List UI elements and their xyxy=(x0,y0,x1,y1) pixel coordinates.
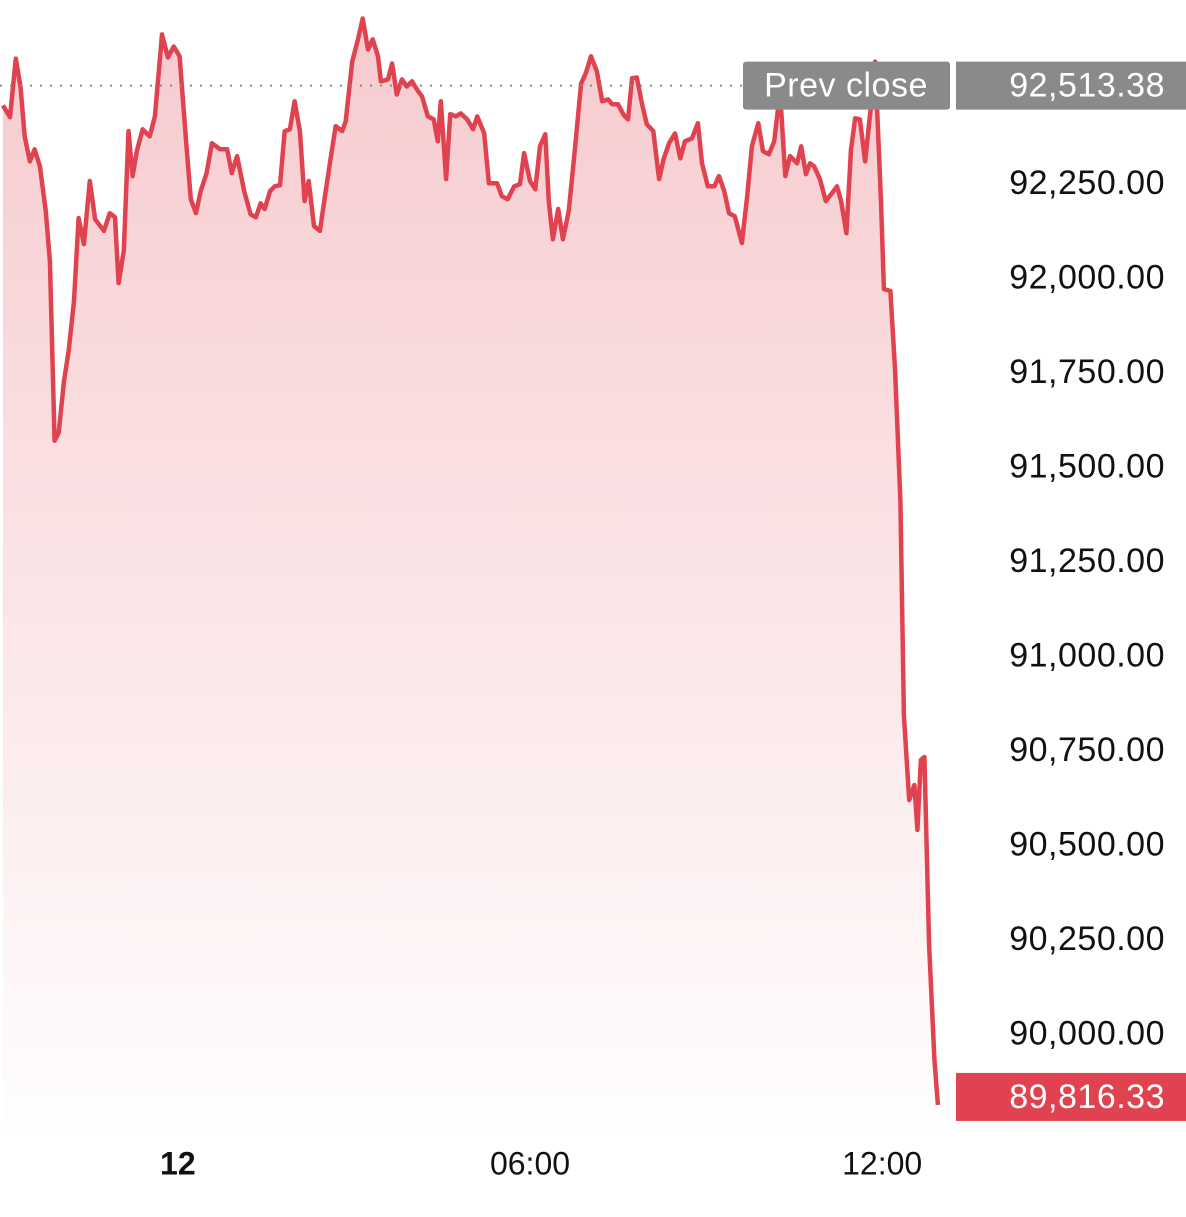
prev-close-value-badge xyxy=(956,61,1186,110)
x-tick-label: 06:00 xyxy=(490,1145,570,1181)
y-tick-label: 90,750.00 xyxy=(1009,731,1165,769)
y-tick-label: 91,000.00 xyxy=(1009,637,1165,675)
area-fill xyxy=(2,18,938,1130)
last-value-label: 89,816.33 xyxy=(1009,1078,1165,1116)
price-line xyxy=(0,16,941,1106)
y-tick-label: 92,000.00 xyxy=(1009,259,1165,297)
x-tick-label: 12 xyxy=(160,1145,196,1181)
prev-close-label: Prev close xyxy=(764,67,928,105)
last-value-badge xyxy=(956,1072,1186,1121)
y-tick-label: 90,000.00 xyxy=(1009,1015,1165,1053)
x-tick-label: 12:00 xyxy=(842,1145,922,1181)
y-tick-label: 92,250.00 xyxy=(1009,164,1165,202)
y-tick-label: 90,500.00 xyxy=(1009,826,1165,864)
y-tick-label: 90,250.00 xyxy=(1009,920,1165,958)
prev-close-value: 92,513.38 xyxy=(1009,67,1165,105)
y-tick-label: 91,500.00 xyxy=(1009,448,1165,486)
prev-close-tag xyxy=(743,61,950,110)
y-tick-label: 91,250.00 xyxy=(1009,542,1165,580)
y-tick-label: 91,750.00 xyxy=(1009,353,1165,391)
